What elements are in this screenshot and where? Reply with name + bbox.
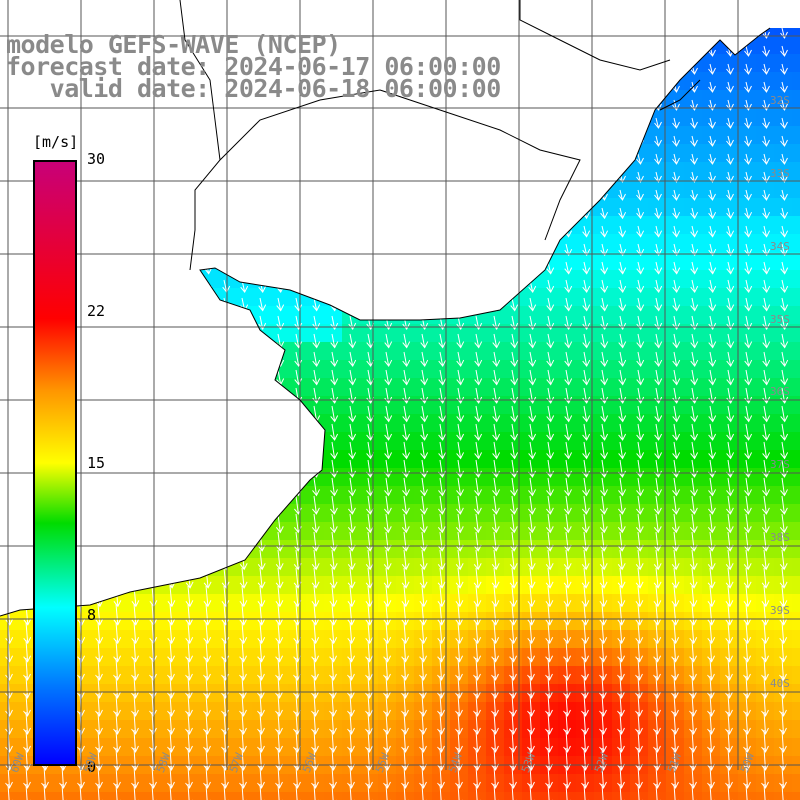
colorbar-tick-30: 30	[87, 150, 106, 168]
lat-label: 38S	[770, 531, 790, 544]
valid-date: valid date: 2024-06-18 06:00:00	[6, 74, 502, 103]
lat-label: 40S	[770, 677, 790, 690]
lat-label: 39S	[770, 604, 790, 617]
lat-lon-grid	[0, 0, 800, 770]
colorbar-tick-0: 0	[87, 758, 97, 776]
forecast-date: forecast date: 2024-06-17 06:00:00	[6, 52, 501, 81]
colorbar-tick-15: 15	[87, 454, 106, 472]
coastline	[0, 27, 771, 617]
colorbar-tick-22: 22	[87, 302, 106, 320]
colorbar-unit: [m/s]	[33, 133, 79, 151]
model-title: modelo GEFS-WAVE (NCEP)	[6, 30, 341, 59]
political-borders	[179, 0, 701, 271]
lat-label: 34S	[770, 240, 790, 253]
lat-label: 36S	[770, 385, 790, 398]
colorbar-tick-8: 8	[87, 606, 97, 624]
colorbar	[33, 160, 77, 766]
lat-label: 32S	[770, 94, 790, 107]
lat-label: 35S	[770, 313, 790, 326]
lat-label: 37S	[770, 458, 790, 471]
lat-label: 33S	[770, 167, 790, 180]
